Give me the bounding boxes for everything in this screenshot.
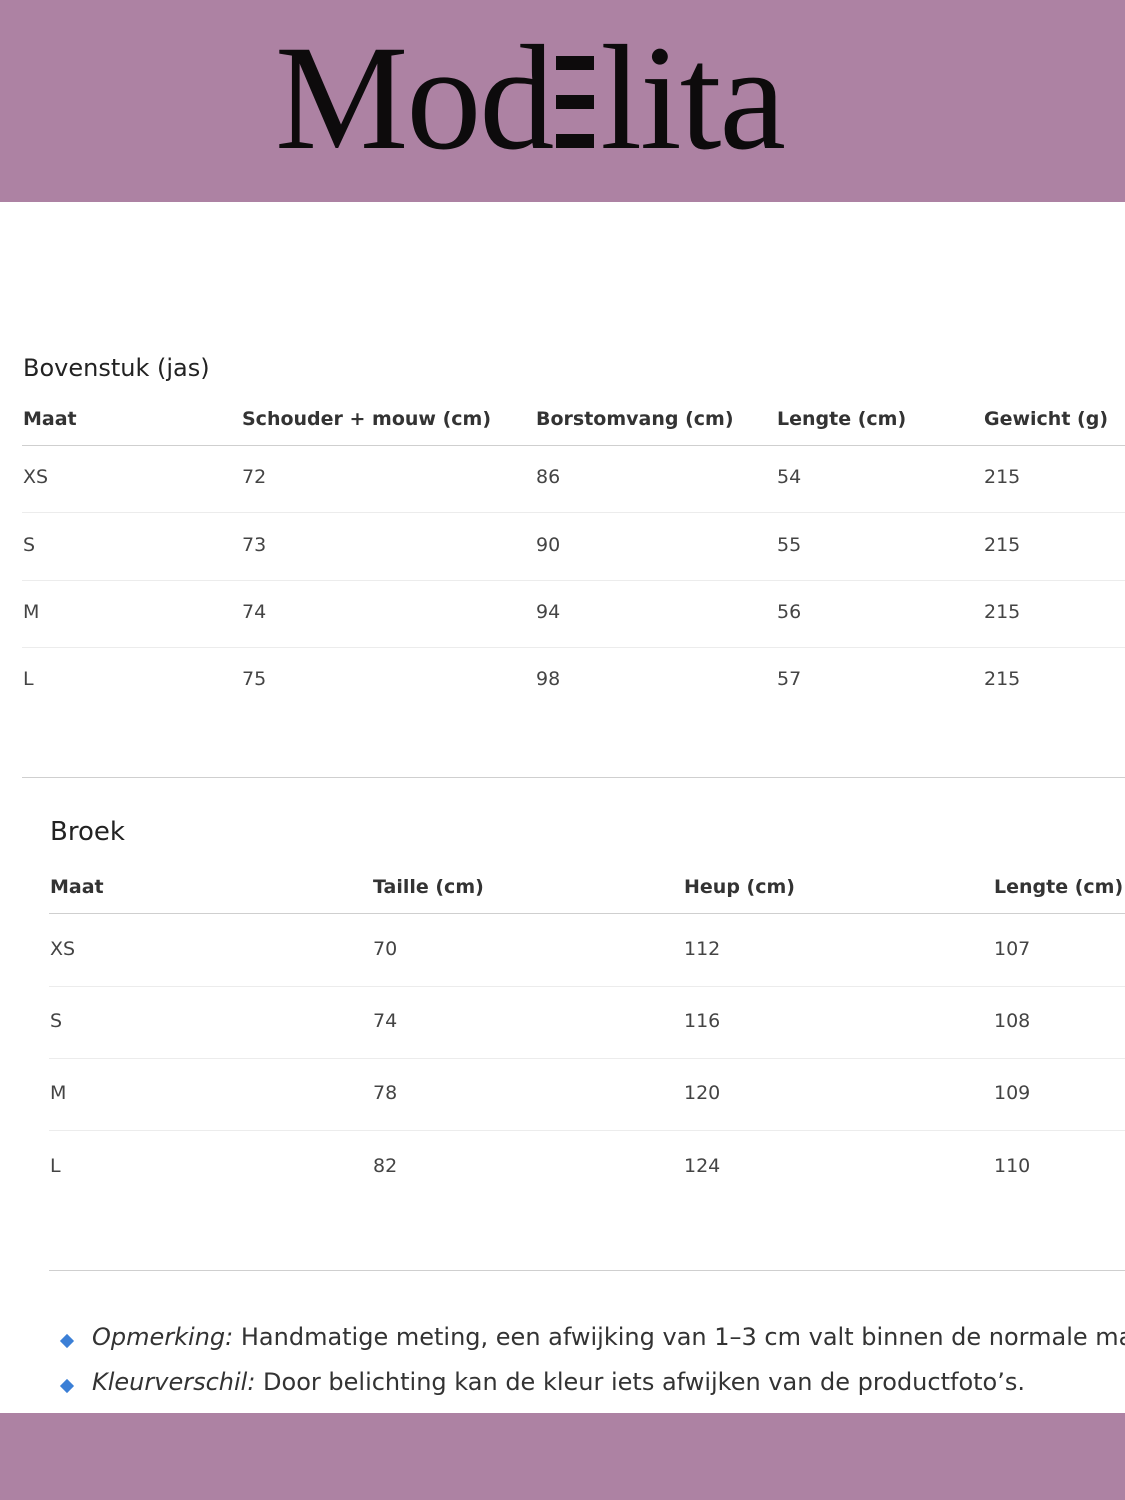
table-cell: XS <box>23 466 49 488</box>
table-cell: 90 <box>536 534 561 556</box>
table-cell: 112 <box>684 938 721 960</box>
row-divider <box>49 986 1125 987</box>
table-cell: 54 <box>777 466 802 488</box>
table-cell: 74 <box>373 1010 398 1032</box>
table-cell: 70 <box>373 938 398 960</box>
column-header: Gewicht (g) <box>984 408 1109 430</box>
column-header: Lengte (cm) <box>994 876 1124 898</box>
table-cell: 110 <box>994 1155 1031 1177</box>
row-divider <box>22 512 1125 513</box>
table-cell: 215 <box>984 466 1021 488</box>
table-cell: 120 <box>684 1082 721 1104</box>
table-cell: M <box>23 601 40 623</box>
column-header: Lengte (cm) <box>777 408 907 430</box>
column-header: Borstomvang (cm) <box>536 408 734 430</box>
column-header: Maat <box>23 408 77 430</box>
table-cell: 75 <box>242 668 267 690</box>
note-label: Kleurverschil: <box>92 1368 256 1396</box>
table-cell: XS <box>50 938 76 960</box>
table-cell: 72 <box>242 466 267 488</box>
bullet-diamond-icon <box>59 1333 75 1349</box>
table-cell: 215 <box>984 534 1021 556</box>
section-divider <box>49 1270 1125 1271</box>
table-cell: L <box>23 668 34 690</box>
table-cell: 94 <box>536 601 561 623</box>
table-cell: S <box>23 534 36 556</box>
note-text: Door belichting kan de kleur iets afwijk… <box>255 1368 1025 1396</box>
table-cell: 98 <box>536 668 561 690</box>
table-cell: L <box>50 1155 61 1177</box>
table-cell: M <box>50 1082 67 1104</box>
header-divider <box>49 913 1125 914</box>
row-divider <box>49 1130 1125 1131</box>
table-cell: S <box>50 1010 63 1032</box>
table-cell: 109 <box>994 1082 1031 1104</box>
table-cell: 215 <box>984 601 1021 623</box>
table-cell: 116 <box>684 1010 721 1032</box>
note-item: Opmerking: Handmatige meting, een afwijk… <box>92 1323 1125 1351</box>
table-cell: 108 <box>994 1010 1031 1032</box>
table-cell: 86 <box>536 466 561 488</box>
table-cell: 74 <box>242 601 267 623</box>
table-cell: 57 <box>777 668 802 690</box>
table-cell: 215 <box>984 668 1021 690</box>
table-cell: 56 <box>777 601 802 623</box>
header-divider <box>22 445 1125 446</box>
row-divider <box>49 1058 1125 1059</box>
header-band: Mod lita <box>0 0 1125 202</box>
brand-logo: Mod lita <box>275 15 786 181</box>
table-cell: 73 <box>242 534 267 556</box>
column-header: Heup (cm) <box>684 876 795 898</box>
note-label: Opmerking: <box>92 1323 234 1351</box>
column-header: Taille (cm) <box>373 876 484 898</box>
table-title-bottom: Broek <box>50 817 125 847</box>
column-header: Maat <box>50 876 104 898</box>
table-cell: 55 <box>777 534 802 556</box>
table-title-top: Bovenstuk (jas) <box>23 354 210 382</box>
row-divider <box>22 580 1125 581</box>
table-cell: 78 <box>373 1082 398 1104</box>
table-cell: 107 <box>994 938 1031 960</box>
bullet-diamond-icon <box>59 1378 75 1394</box>
table-cell: 82 <box>373 1155 398 1177</box>
note-text: Handmatige meting, een afwijking van 1–3… <box>233 1323 1125 1351</box>
row-divider <box>22 647 1125 648</box>
note-item: Kleurverschil: Door belichting kan de kl… <box>92 1368 1025 1396</box>
section-divider <box>22 777 1125 778</box>
table-cell: 124 <box>684 1155 721 1177</box>
column-header: Schouder + mouw (cm) <box>242 408 492 430</box>
footer-band <box>0 1413 1125 1500</box>
